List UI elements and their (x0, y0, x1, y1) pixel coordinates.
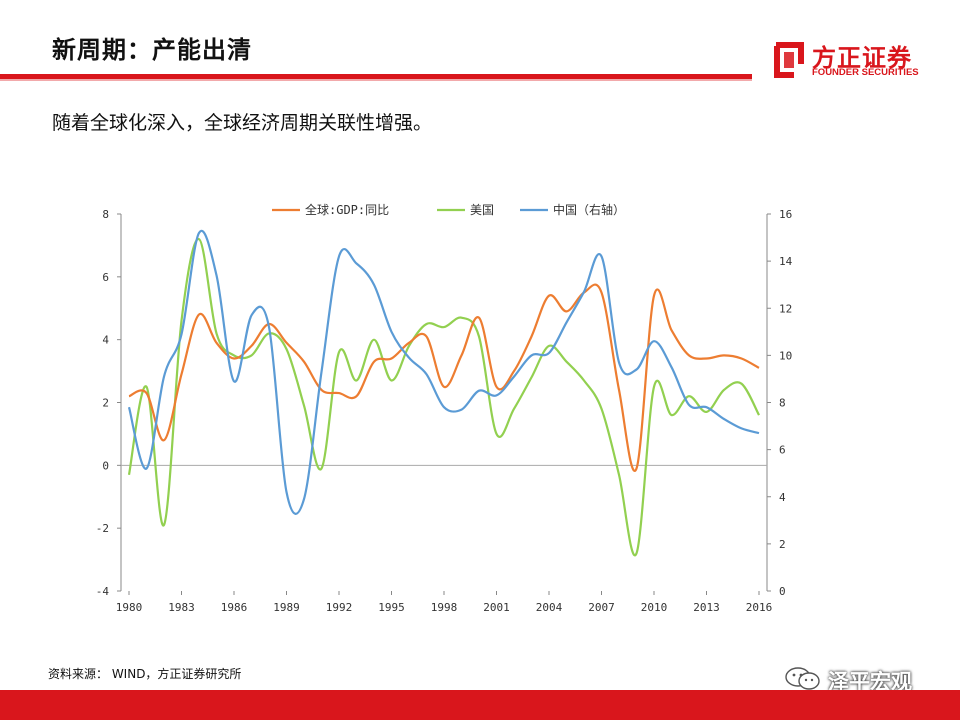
title-underline (0, 74, 752, 79)
x-tick-label: 2013 (693, 601, 720, 614)
x-tick-label: 2004 (536, 601, 563, 614)
slide-subtitle: 随着全球化深入，全球经济周期关联性增强。 (52, 112, 433, 134)
y-left-tick-label: 0 (102, 459, 109, 472)
x-tick-label: 1986 (221, 601, 248, 614)
x-tick-label: 2007 (588, 601, 615, 614)
china-series-line (127, 229, 760, 515)
y-left-tick-label: 8 (102, 208, 109, 221)
founder-logo: 方正证券 FOUNDER SECURITIES (768, 38, 938, 82)
y-right-tick-label: 12 (779, 302, 792, 315)
page-title: 新周期：产能出清 (52, 36, 252, 64)
y-right-tick-label: 14 (779, 255, 793, 268)
y-right-tick-label: 4 (779, 491, 786, 504)
y-right-tick-label: 8 (779, 397, 786, 410)
x-tick-label: 1992 (326, 601, 353, 614)
global-gdp-series-line (128, 283, 760, 472)
legend-global-gdp-label: 全球:GDP:同比 (305, 202, 389, 217)
footer-bar (0, 690, 960, 720)
x-tick-label: 1995 (378, 601, 405, 614)
logo-text-en: FOUNDER SECURITIES (812, 67, 919, 78)
x-tick-label: 2010 (641, 601, 668, 614)
x-tick-label: 2016 (746, 601, 773, 614)
x-tick-label: 1989 (273, 601, 300, 614)
y-right-tick-label: 2 (779, 538, 786, 551)
x-tick-label: 1983 (168, 601, 195, 614)
x-tick-label: 2001 (483, 601, 510, 614)
y-right-tick-label: 6 (779, 444, 786, 457)
y-left-tick-label: -4 (96, 585, 110, 598)
y-left-tick-label: -2 (96, 522, 109, 535)
legend-us-label: 美国 (470, 203, 494, 217)
wechat-icon (785, 667, 820, 690)
y-left-tick-label: 2 (102, 397, 109, 410)
founder-logo-icon (768, 38, 804, 78)
y-right-tick-label: 10 (779, 349, 792, 362)
us-series-line (127, 238, 760, 557)
source-note: 资料来源： WIND，方正证券研究所 (48, 667, 242, 681)
x-tick-label: 1980 (116, 601, 143, 614)
legend-china-label: 中国（右轴） (553, 202, 625, 217)
title-underline-shadow (0, 79, 752, 81)
x-tick-label: 1998 (431, 601, 458, 614)
y-right-tick-label: 16 (779, 208, 792, 221)
y-right-tick-label: 0 (779, 585, 786, 598)
y-left-tick-label: 4 (102, 334, 109, 347)
logo-text-cn: 方正证券 (812, 44, 912, 72)
y-left-tick-label: 6 (102, 271, 109, 284)
